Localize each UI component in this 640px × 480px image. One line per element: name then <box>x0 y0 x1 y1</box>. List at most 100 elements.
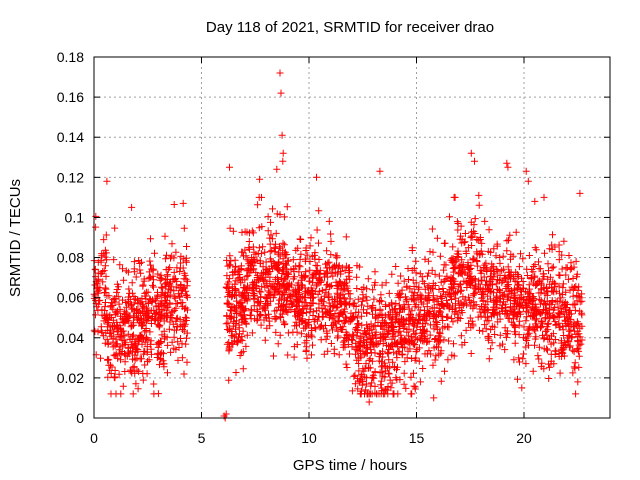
data-point <box>113 325 121 333</box>
data-point <box>449 243 457 251</box>
data-point <box>366 355 374 363</box>
data-point <box>394 329 402 337</box>
data-point <box>316 270 324 278</box>
data-point <box>350 313 357 320</box>
data-point <box>555 256 563 264</box>
data-point <box>170 326 178 334</box>
data-point <box>456 281 464 289</box>
data-point <box>94 269 102 277</box>
data-point <box>431 336 439 343</box>
data-point <box>332 319 339 327</box>
data-point <box>529 279 537 287</box>
data-point <box>259 243 267 251</box>
data-point <box>524 177 532 185</box>
data-point <box>482 281 489 289</box>
data-point <box>388 379 396 387</box>
data-point <box>471 282 479 290</box>
data-point <box>335 318 343 325</box>
data-point <box>361 373 369 381</box>
data-point <box>237 266 245 273</box>
data-point <box>229 287 237 295</box>
data-point <box>265 310 272 318</box>
data-point <box>92 311 99 319</box>
data-point <box>496 331 504 339</box>
data-point <box>558 265 566 273</box>
data-point <box>496 259 504 267</box>
data-point <box>378 297 386 305</box>
data-point <box>426 331 434 339</box>
data-point <box>421 285 429 293</box>
data-point <box>255 287 263 295</box>
data-point <box>224 285 232 292</box>
data-point <box>489 281 496 289</box>
data-point <box>461 295 469 303</box>
data-point <box>115 300 123 308</box>
data-point <box>115 370 123 378</box>
data-point <box>273 210 281 218</box>
data-point <box>513 271 521 278</box>
data-point <box>401 303 408 311</box>
data-point <box>271 260 279 268</box>
data-point <box>226 306 234 314</box>
data-point <box>369 373 377 381</box>
data-point <box>246 245 253 253</box>
data-point <box>293 328 301 336</box>
data-point <box>548 264 556 272</box>
data-point <box>410 369 417 377</box>
data-point <box>311 251 318 259</box>
data-point <box>555 241 563 249</box>
data-point <box>273 306 281 314</box>
data-point <box>404 301 412 309</box>
data-point <box>173 315 181 323</box>
data-point <box>485 333 493 341</box>
data-point <box>179 255 187 263</box>
data-point <box>284 294 292 302</box>
y-tick-label: 0.02 <box>57 370 84 386</box>
y-tick-label: 0.16 <box>57 89 84 105</box>
data-point <box>135 257 143 264</box>
data-point <box>176 292 183 300</box>
data-point <box>369 286 377 294</box>
data-point <box>501 324 509 332</box>
data-point <box>94 289 102 297</box>
data-point <box>461 230 469 237</box>
data-point <box>400 369 408 377</box>
data-point <box>556 272 564 279</box>
data-point <box>341 285 349 293</box>
data-point <box>281 306 289 314</box>
data-point <box>471 290 478 298</box>
data-point <box>504 263 512 271</box>
data-point <box>225 376 233 384</box>
data-point <box>541 249 548 257</box>
data-point <box>133 366 141 374</box>
data-point <box>261 276 269 284</box>
data-point <box>481 307 489 315</box>
data-point <box>500 290 508 298</box>
data-point <box>102 272 110 280</box>
data-point <box>444 356 452 364</box>
data-point <box>548 332 555 340</box>
data-point <box>348 343 356 351</box>
data-point <box>376 167 384 175</box>
y-tick-label: 0.04 <box>57 330 84 346</box>
data-point <box>564 275 572 283</box>
data-point <box>121 341 129 348</box>
data-point <box>457 286 465 294</box>
data-point <box>499 252 507 260</box>
data-point <box>551 280 559 288</box>
data-point <box>558 337 565 345</box>
data-point <box>249 243 257 251</box>
data-point <box>465 277 473 284</box>
data-point <box>342 360 350 368</box>
data-point <box>451 263 459 271</box>
data-point <box>179 199 187 207</box>
data-point <box>500 265 508 273</box>
data-points <box>90 69 586 422</box>
data-point <box>162 266 170 274</box>
data-point <box>157 356 165 364</box>
data-point <box>335 298 343 306</box>
data-point <box>567 321 575 329</box>
data-point <box>552 321 560 329</box>
data-point <box>275 250 283 258</box>
data-point <box>563 300 571 308</box>
